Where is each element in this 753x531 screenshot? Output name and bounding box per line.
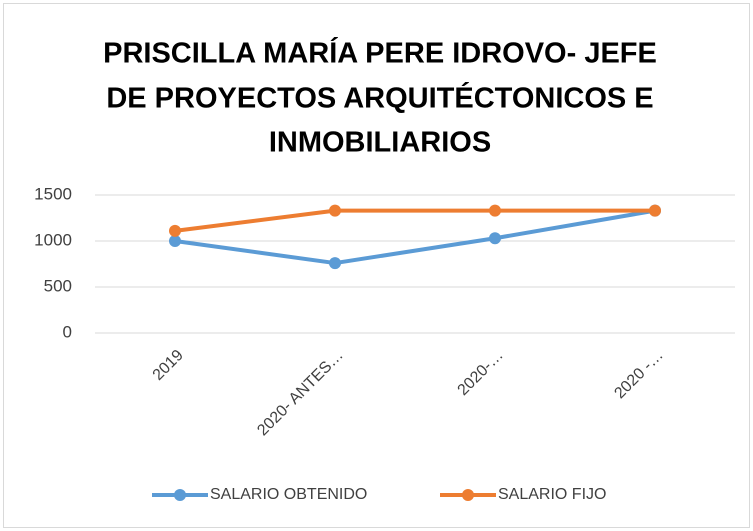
point [649,204,661,217]
chart-title: DE PROYECTOS ARQUITÉCTONICOS E [106,81,653,115]
y-tick-label: 1500 [34,184,72,203]
y-tick-label: 500 [44,276,72,295]
legend-marker [174,489,186,501]
y-tick-label: 0 [63,322,72,341]
point [489,232,501,245]
point [169,235,181,247]
chart-border [3,3,750,528]
point [169,224,181,237]
point [489,204,501,217]
point [329,257,341,270]
legend-marker [462,489,474,501]
chart-title: PRISCILLA MARÍA PERE IDROVO- JEFE [103,36,657,70]
y-tick-label: 1000 [34,230,72,249]
legend-label: SALARIO FIJO [498,486,606,503]
series-line [174,208,655,233]
legend-label: SALARIO OBTENIDO [210,486,367,503]
point [329,204,341,217]
chart-title: INMOBILIARIOS [269,127,491,159]
series-line [174,208,656,266]
